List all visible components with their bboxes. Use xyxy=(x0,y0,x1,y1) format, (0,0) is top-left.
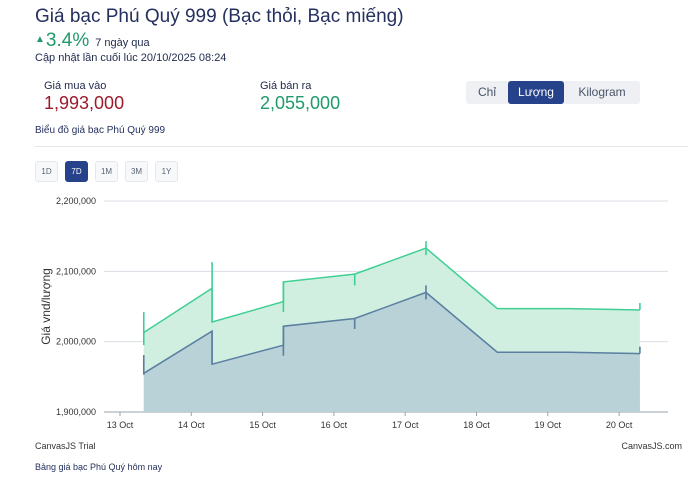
y-tick-label: 2,100,000 xyxy=(56,266,96,276)
x-tick-label: 18 Oct xyxy=(463,420,490,430)
tab-luong[interactable]: Lượng xyxy=(508,81,564,104)
buy-price-label: Giá mua vào xyxy=(44,80,107,92)
divider xyxy=(35,146,688,147)
y-tick-label: 2,000,000 xyxy=(56,337,96,347)
y-tick-label: 1,900,000 xyxy=(56,407,96,417)
x-tick-label: 16 Oct xyxy=(321,420,348,430)
sell-price-label: Giá bán ra xyxy=(260,80,312,92)
range-1y-button[interactable]: 1Y xyxy=(155,161,178,182)
last-updated: Cập nhật lần cuối lúc 20/10/2025 08:24 xyxy=(35,52,227,64)
x-tick-label: 15 Oct xyxy=(249,420,276,430)
canvasjs-trial-credit: CanvasJS Trial xyxy=(35,441,96,451)
series-area xyxy=(143,292,640,412)
price-table-link[interactable]: Bảng giá bạc Phú Quý hôm nay xyxy=(35,462,163,472)
chart-caption: Biểu đồ giá bạc Phú Quý 999 xyxy=(35,125,166,136)
range-1d-button[interactable]: 1D xyxy=(35,161,58,182)
buy-price-value: 1,993,000 xyxy=(44,93,125,113)
range-7d-button[interactable]: 7D xyxy=(65,161,88,182)
tab-chi[interactable]: Chỉ xyxy=(477,85,496,99)
change-percent: 3.4% xyxy=(45,30,90,51)
range-3m-button[interactable]: 3M xyxy=(125,161,148,182)
x-tick-label: 20 Oct xyxy=(606,420,633,430)
tab-kilogram[interactable]: Kilogram xyxy=(578,85,626,99)
x-tick-label: 13 Oct xyxy=(107,420,134,430)
y-tick-label: 2,200,000 xyxy=(56,196,96,206)
legend-label: Giá bán ra xyxy=(381,439,423,440)
x-tick-label: 17 Oct xyxy=(392,420,419,430)
price-chart: 1,900,000 2,000,000 2,100,000 2,200,000 13 O… xyxy=(39,196,668,440)
page-title: Giá bạc Phú Quý 999 (Bạc thỏi, Bạc miếng… xyxy=(35,6,404,27)
y-axis-title: Giá vnd/lượng xyxy=(39,268,53,345)
range-selector: 1D 7D 1M 3M 1Y xyxy=(35,161,178,182)
up-arrow-icon: ▲ xyxy=(35,34,45,45)
range-1m-button[interactable]: 1M xyxy=(95,161,118,182)
canvasjs-credit-link[interactable]: CanvasJS.com xyxy=(621,441,682,451)
unit-tabs: Chỉ Lượng Kilogram xyxy=(466,81,640,104)
sell-price-value: 2,055,000 xyxy=(260,93,341,113)
price-change: ▲ 3.4% 7 ngày qua xyxy=(35,30,150,52)
x-tick-label: 14 Oct xyxy=(178,420,205,430)
change-period: 7 ngày qua xyxy=(95,37,150,49)
x-tick-label: 19 Oct xyxy=(535,420,562,430)
legend-label: Giá mua vào xyxy=(309,439,360,440)
